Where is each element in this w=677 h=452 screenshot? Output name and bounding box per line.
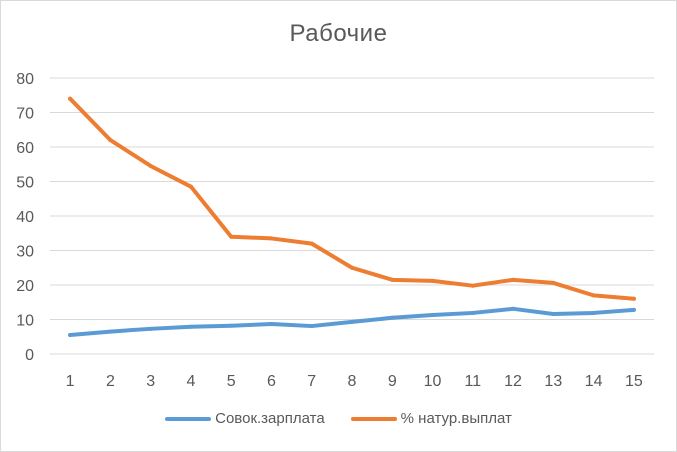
y-tick-label-0: 0 [25,347,34,364]
data-point-series-2-1 [68,96,73,101]
legend-swatch-series-1 [165,416,212,421]
data-point-series-2-15 [631,296,636,301]
data-point-series-1-11 [470,310,475,315]
legend-item-series-2: % натур.выплат [350,410,512,427]
x-tick-label-2: 2 [106,373,115,390]
data-point-series-2-7 [309,241,314,246]
data-point-series-1-7 [309,324,314,329]
y-tick-label-30: 30 [16,244,34,261]
x-tick-label-11: 11 [464,373,481,390]
x-tick-label-10: 10 [424,373,442,390]
x-tick-label-15: 15 [625,373,643,390]
data-point-series-1-5 [229,323,234,328]
y-tick-label-40: 40 [16,209,34,226]
chart-title: Рабочие [289,20,388,47]
x-tick-label-1: 1 [66,373,75,390]
x-tick-label-14: 14 [585,373,603,390]
data-point-series-2-10 [430,278,435,283]
data-point-series-1-10 [430,313,435,318]
data-point-series-2-9 [390,277,395,282]
x-tick-label-8: 8 [348,373,357,390]
legend-label-series-1: Совок.зарплата [215,410,325,427]
x-tick-label-9: 9 [388,373,397,390]
data-point-series-1-13 [551,311,556,316]
data-point-series-2-6 [269,236,274,241]
x-tick-label-6: 6 [267,373,276,390]
y-tick-label-80: 80 [16,71,34,88]
data-point-series-1-1 [68,333,73,338]
y-tick-label-10: 10 [16,313,34,330]
x-tick-label-7: 7 [307,373,316,390]
data-point-series-2-2 [108,138,113,143]
data-point-series-2-14 [591,293,596,298]
x-tick-label-12: 12 [504,373,522,390]
y-tick-label-50: 50 [16,175,34,192]
chart-legend: Совок.зарплата % натур.выплат [0,410,677,427]
x-tick-label-4: 4 [186,373,195,390]
data-point-series-1-6 [269,321,274,326]
data-point-series-1-14 [591,310,596,315]
data-point-series-2-12 [511,277,516,282]
x-tick-label-5: 5 [227,373,236,390]
data-point-series-2-13 [551,280,556,285]
data-point-series-1-15 [631,307,636,312]
data-point-series-2-5 [229,234,234,239]
data-point-series-2-4 [188,184,193,189]
y-tick-label-70: 70 [16,106,34,123]
data-point-series-1-8 [350,319,354,324]
legend-swatch-series-2 [350,416,397,421]
data-point-series-2-3 [148,163,153,168]
x-tick-label-3: 3 [146,373,155,390]
x-tick-label-13: 13 [544,373,562,390]
legend-item-series-1: Совок.зарплата [165,410,325,427]
data-point-series-1-3 [148,326,153,331]
data-point-series-1-9 [390,315,395,320]
data-point-series-2-11 [470,283,475,288]
y-tick-label-60: 60 [16,140,34,157]
data-point-series-1-2 [108,329,113,334]
y-tick-label-20: 20 [16,278,34,295]
data-point-series-1-12 [511,306,516,311]
data-point-series-1-4 [188,324,193,329]
legend-label-series-2: % натур.выплат [400,410,512,427]
data-point-series-2-8 [350,265,354,270]
